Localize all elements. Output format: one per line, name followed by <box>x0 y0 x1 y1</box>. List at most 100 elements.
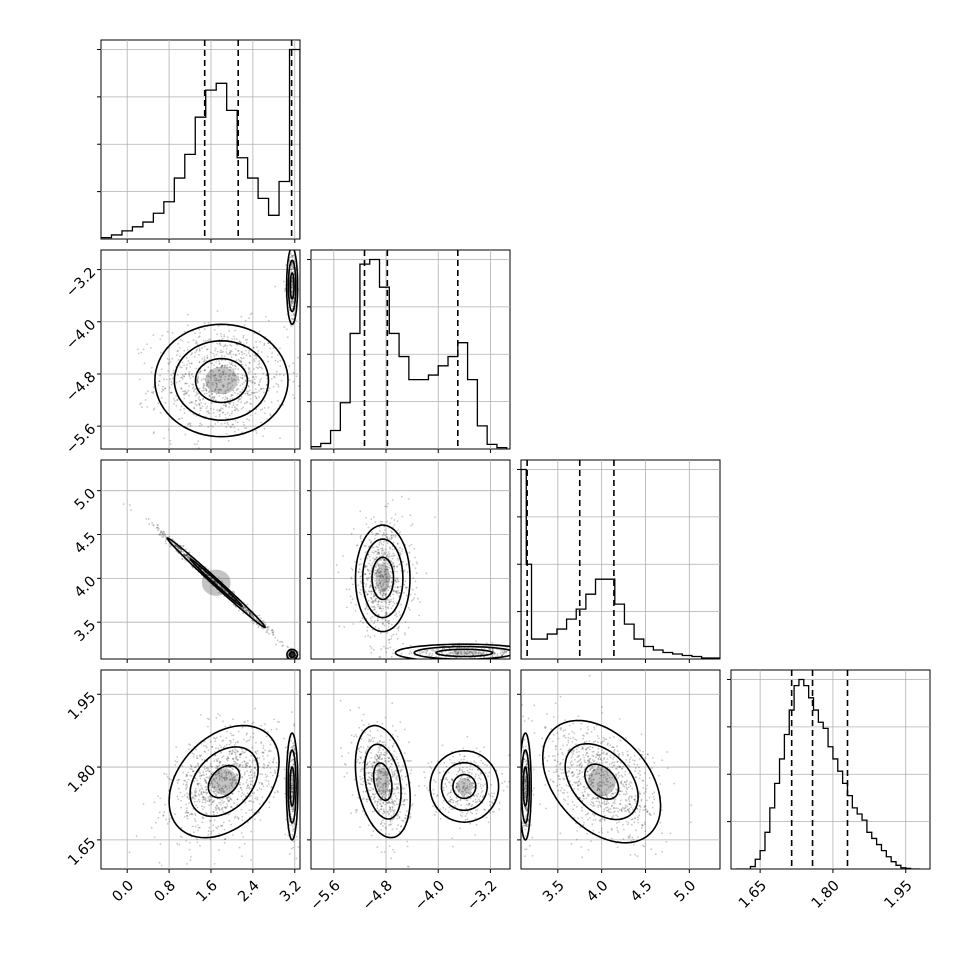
sample-point <box>180 806 183 809</box>
sample-point <box>364 551 367 554</box>
sample-point <box>382 594 385 596</box>
sample-point <box>177 343 180 345</box>
sample-point <box>383 588 386 590</box>
sample-point <box>198 782 201 785</box>
sample-point <box>225 766 228 769</box>
sample-point <box>292 744 295 747</box>
sample-point <box>223 333 226 336</box>
sample-point <box>511 652 513 654</box>
sample-point <box>200 786 203 789</box>
sample-point <box>403 583 406 586</box>
sample-point <box>183 375 185 377</box>
sample-point <box>293 744 295 747</box>
sample-point <box>303 743 305 745</box>
sample-point <box>198 403 201 405</box>
sample-point <box>202 377 205 380</box>
sample-point <box>204 791 207 794</box>
sample-point <box>163 534 165 537</box>
sample-point <box>358 563 361 566</box>
sample-point <box>468 652 470 654</box>
sample-point <box>290 790 293 793</box>
sample-point <box>237 751 239 753</box>
sample-point <box>231 750 234 753</box>
sample-point <box>188 394 190 397</box>
sample-point <box>277 383 280 386</box>
sample-point <box>355 735 358 738</box>
sample-point <box>425 572 428 575</box>
sample-point <box>292 300 295 303</box>
sample-point <box>261 408 264 411</box>
sample-point <box>144 399 147 401</box>
x-tick-label: 2.4 <box>235 878 263 906</box>
sample-point <box>226 364 229 367</box>
sample-point <box>384 505 387 508</box>
sample-point <box>381 770 384 773</box>
sample-point <box>390 623 393 626</box>
sample-point <box>252 346 255 349</box>
sample-point <box>219 824 222 827</box>
sample-point <box>250 774 253 776</box>
sample-point <box>168 820 171 823</box>
sample-point <box>472 653 475 656</box>
sample-point <box>391 801 393 803</box>
sample-point <box>248 350 250 352</box>
sample-point <box>387 626 390 628</box>
sample-point <box>392 562 395 565</box>
sample-point <box>221 807 224 809</box>
sample-point <box>254 354 257 357</box>
x-tick-label: 1.95 <box>882 878 916 912</box>
sample-point <box>383 782 385 785</box>
sample-point <box>215 581 218 584</box>
sample-point <box>229 426 232 428</box>
sample-point <box>254 767 256 770</box>
sample-point <box>222 411 225 414</box>
sample-point <box>372 601 374 604</box>
sample-point <box>511 653 513 655</box>
sample-point <box>283 374 285 377</box>
sample-point <box>394 769 397 772</box>
sample-point <box>236 403 239 406</box>
sample-point <box>501 651 504 654</box>
sample-point <box>170 391 173 394</box>
sample-point <box>218 772 221 774</box>
sample-point <box>219 413 221 416</box>
sample-point <box>383 767 386 770</box>
sample-point <box>222 372 225 374</box>
sample-point <box>268 783 270 785</box>
sample-point <box>384 594 387 597</box>
sample-point <box>388 603 391 606</box>
sample-point <box>202 808 204 810</box>
sample-point <box>218 395 221 397</box>
sample-point <box>232 792 234 795</box>
sample-point <box>389 595 392 598</box>
sample-point <box>215 379 218 382</box>
sample-point <box>369 559 372 562</box>
sample-point <box>410 769 413 772</box>
sample-point <box>281 645 283 647</box>
sample-point <box>165 538 168 541</box>
sample-point <box>210 407 212 410</box>
sample-point <box>163 437 166 440</box>
sample-point <box>201 405 204 408</box>
sample-point <box>195 342 197 345</box>
sample-point <box>261 387 263 390</box>
sample-point <box>291 654 294 656</box>
sample-point <box>197 784 200 786</box>
sample-point <box>217 806 220 809</box>
sample-point <box>378 579 381 582</box>
sample-point <box>247 821 249 824</box>
sample-point <box>217 388 220 391</box>
sample-point <box>278 721 281 723</box>
sample-point <box>209 838 212 841</box>
sample-point <box>211 393 213 395</box>
sample-point <box>223 422 226 424</box>
sample-point <box>397 586 399 588</box>
y-tick-label: −4.8 <box>63 369 99 405</box>
sample-point <box>189 366 192 368</box>
sample-point <box>220 349 222 352</box>
sample-point <box>393 602 396 605</box>
sample-point <box>219 801 222 804</box>
sample-point <box>290 654 293 656</box>
sample-point <box>219 388 222 391</box>
sample-point <box>231 590 234 593</box>
